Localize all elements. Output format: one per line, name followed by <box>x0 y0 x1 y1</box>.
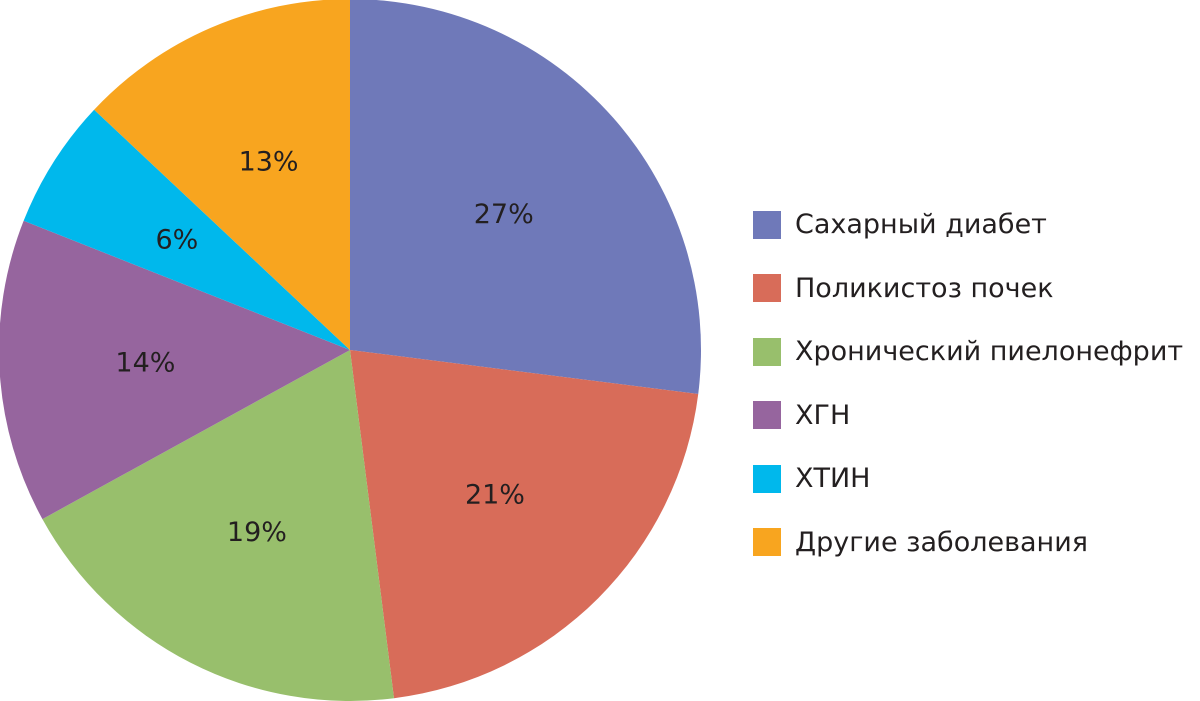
legend-swatch <box>753 274 781 303</box>
slice-data-label: 19% <box>227 517 287 548</box>
legend-label: Поликистоз почек <box>795 272 1054 304</box>
legend-swatch <box>753 210 781 239</box>
slice-data-label: 21% <box>465 479 525 510</box>
legend-swatch <box>753 337 781 366</box>
pie-slice <box>42 350 394 701</box>
pie-chart: 27% 21% 19% 14% 6% 13% <box>0 0 701 701</box>
pie-slice <box>23 109 351 350</box>
legend-label: ХГН <box>795 399 851 431</box>
legend-item: Другие заболевания <box>753 511 1183 575</box>
legend-item: ХГН <box>753 384 1183 448</box>
legend-item: ХТИН <box>753 447 1183 511</box>
legend-label: ХТИН <box>795 463 871 495</box>
pie-slice <box>0 220 350 520</box>
legend-item: Хронический пиелонефрит <box>753 320 1183 384</box>
pie-slice-labels: 27% 21% 19% 14% 6% 13% <box>115 146 533 548</box>
pie-slice <box>350 350 699 699</box>
pie-slices <box>0 0 701 701</box>
slice-data-label: 6% <box>155 225 198 256</box>
slice-data-label: 14% <box>115 347 175 378</box>
slice-data-label: 13% <box>239 146 299 177</box>
legend-swatch <box>753 528 781 557</box>
legend-label: Сахарный диабет <box>795 209 1047 241</box>
legend-swatch <box>753 464 781 493</box>
pie-slice <box>94 0 350 350</box>
slice-data-label: 27% <box>474 199 534 230</box>
legend: Сахарный диабет Поликистоз почек Хроническ… <box>753 193 1183 574</box>
legend-label: Хронический пиелонефрит <box>795 336 1184 368</box>
legend-item: Поликистоз почек <box>753 257 1183 321</box>
pie-slice <box>350 0 701 394</box>
legend-swatch <box>753 401 781 430</box>
legend-label: Другие заболевания <box>795 526 1088 558</box>
legend-item: Сахарный диабет <box>753 193 1183 257</box>
